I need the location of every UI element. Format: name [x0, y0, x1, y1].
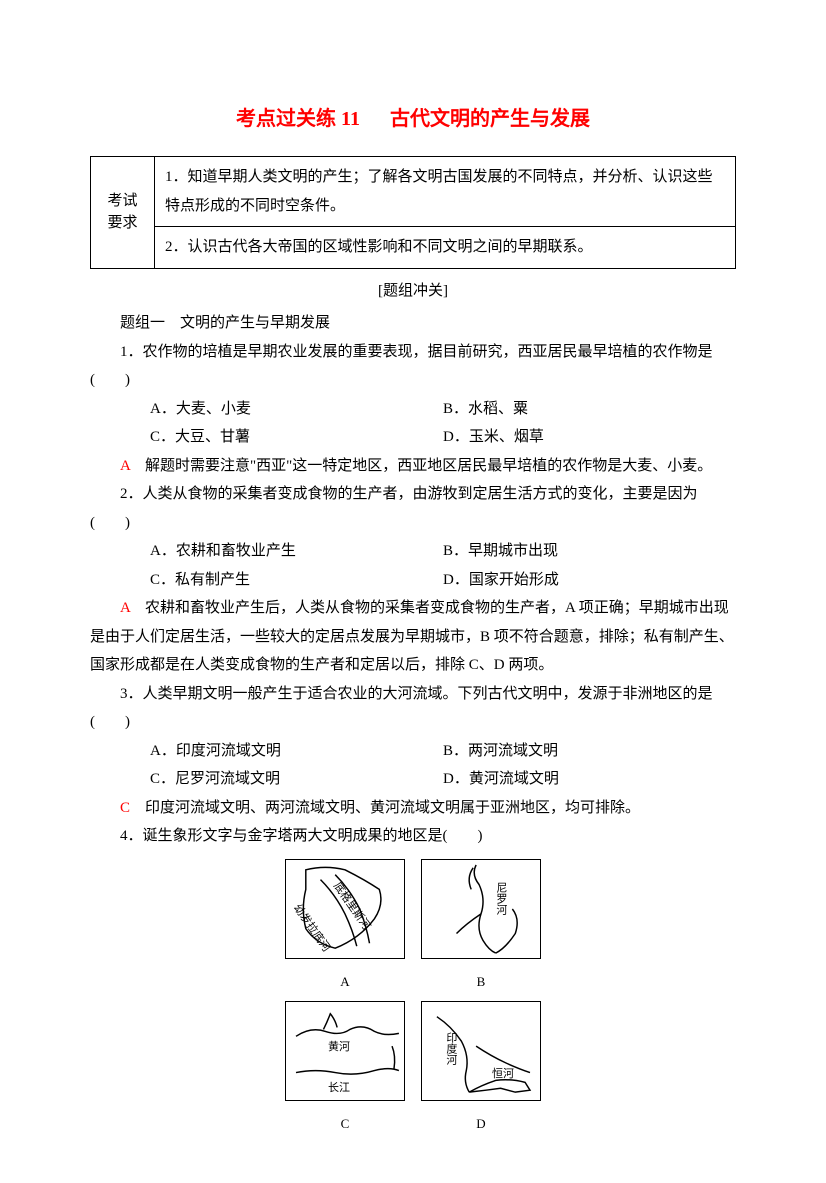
- q2-option-a: A．农耕和畜牧业产生: [150, 537, 443, 566]
- q3-option-a: A．印度河流域文明: [150, 737, 443, 766]
- map-a-label: A: [285, 970, 405, 995]
- requirement-table: 考试要求 1．知道早期人类文明的产生；了解各文明古国发展的不同特点，并分析、认识…: [90, 156, 736, 269]
- q3-stem: 3．人类早期文明一般产生于适合农业的大河流域。下列古代文明中，发源于非洲地区的是…: [90, 680, 736, 737]
- q2-answer-text: 农耕和畜牧业产生后，人类从食物的采集者变成食物的生产者，A 项正确；早期城市出现…: [90, 600, 734, 673]
- q3-option-b: B．两河流域文明: [443, 737, 736, 766]
- q2-options-2: C．私有制产生 D．国家开始形成: [150, 566, 736, 595]
- q1-stem: 1．农作物的培植是早期农业发展的重要表现，据目前研究，西亚居民最早培植的农作物是…: [90, 338, 736, 395]
- map-c: 黄河 长江: [285, 1001, 405, 1101]
- q1-answer-text: 解题时需要注意"西亚"这一特定地区，西亚地区居民最早培植的农作物是大麦、小麦。: [130, 458, 712, 474]
- map-b-label: B: [421, 970, 541, 995]
- q1-options-2: C．大豆、甘薯 D．玉米、烟草: [150, 423, 736, 452]
- q2-options: A．农耕和畜牧业产生 B．早期城市出现: [150, 537, 736, 566]
- title-prefix: 考点过关练 11: [236, 108, 360, 130]
- q3-option-d: D．黄河流域文明: [443, 765, 736, 794]
- q3-option-c: C．尼罗河流域文明: [150, 765, 443, 794]
- q2-answer: A 农耕和畜牧业产生后，人类从食物的采集者变成食物的生产者，A 项正确；早期城市…: [90, 594, 736, 680]
- q2-option-d: D．国家开始形成: [443, 566, 736, 595]
- q3-answer-letter: C: [120, 800, 130, 816]
- q3-options-2: C．尼罗河流域文明 D．黄河流域文明: [150, 765, 736, 794]
- q1-option-b: B．水稻、粟: [443, 395, 736, 424]
- q2-stem: 2．人类从食物的采集者变成食物的生产者，由游牧到定居生活方式的变化，主要是因为(…: [90, 480, 736, 537]
- map-d-label: D: [421, 1112, 541, 1137]
- q1-options: A．大麦、小麦 B．水稻、粟: [150, 395, 736, 424]
- section-header: [题组冲关]: [90, 277, 736, 306]
- group-title: 题组一 文明的产生与早期发展: [90, 309, 736, 338]
- map-c-river1: 黄河: [328, 1037, 350, 1058]
- map-d-river2: 恒河: [492, 1064, 514, 1085]
- map-c-river2: 长江: [328, 1078, 350, 1099]
- q3-options: A．印度河流域文明 B．两河流域文明: [150, 737, 736, 766]
- map-b: 尼罗河: [421, 859, 541, 959]
- q2-answer-letter: A: [120, 600, 130, 616]
- map-d: 印度河 恒河: [421, 1001, 541, 1101]
- map-c-label: C: [285, 1112, 405, 1137]
- requirement-item-1: 1．知道早期人类文明的产生；了解各文明古国发展的不同特点，并分析、认识这些特点形…: [155, 157, 736, 227]
- q4-stem: 4．诞生象形文字与金字塔两大文明成果的地区是( ): [90, 822, 736, 851]
- title-main: 古代文明的产生与发展: [390, 108, 590, 130]
- page-title: 考点过关练 11 古代文明的产生与发展: [90, 100, 736, 138]
- q1-option-d: D．玉米、烟草: [443, 423, 736, 452]
- q3-answer: C 印度河流域文明、两河流域文明、黄河流域文明属于亚洲地区，均可排除。: [90, 794, 736, 823]
- requirement-item-2: 2．认识古代各大帝国的区域性影响和不同文明之间的早期联系。: [155, 227, 736, 269]
- q2-option-b: B．早期城市出现: [443, 537, 736, 566]
- q1-answer-letter: A: [120, 458, 130, 474]
- map-figure: 底格里斯河 幼发拉底河 A 尼罗河 B: [90, 859, 736, 1137]
- q3-answer-text: 印度河流域文明、两河流域文明、黄河流域文明属于亚洲地区，均可排除。: [130, 800, 640, 816]
- q1-option-c: C．大豆、甘薯: [150, 423, 443, 452]
- q1-option-a: A．大麦、小麦: [150, 395, 443, 424]
- requirement-label: 考试要求: [91, 157, 155, 269]
- q2-option-c: C．私有制产生: [150, 566, 443, 595]
- q1-answer: A 解题时需要注意"西亚"这一特定地区，西亚地区居民最早培植的农作物是大麦、小麦…: [90, 452, 736, 481]
- map-d-river1: 印度河: [440, 1032, 461, 1065]
- map-b-river: 尼罗河: [490, 882, 511, 915]
- map-a: 底格里斯河 幼发拉底河: [285, 859, 405, 959]
